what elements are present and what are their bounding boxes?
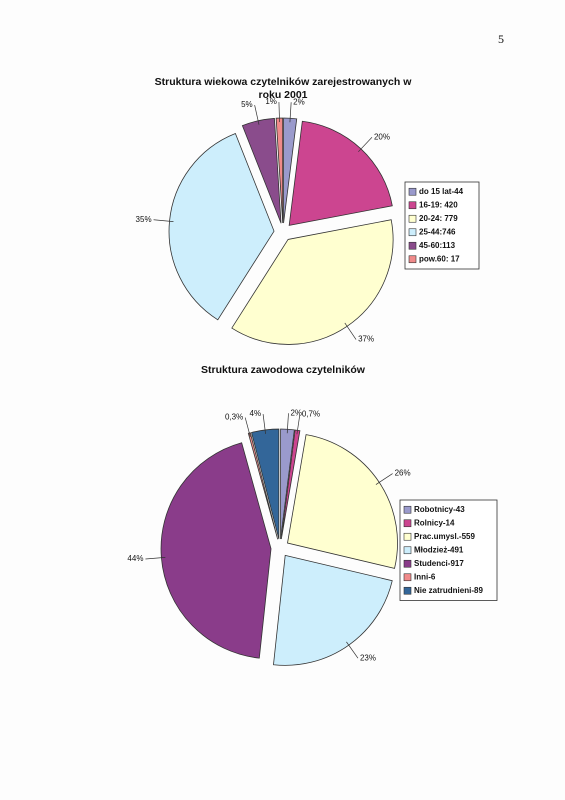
value-label: 26% xyxy=(395,469,411,478)
value-label: 20% xyxy=(374,132,390,141)
value-label: 5% xyxy=(241,100,253,109)
leader-line xyxy=(346,641,359,659)
legend-swatch xyxy=(403,519,412,528)
legend-label: Robotnicy-43 xyxy=(414,505,465,514)
leader-line xyxy=(286,413,289,434)
legend-box xyxy=(404,181,480,270)
legend-label: pow.60: 17 xyxy=(419,254,460,263)
leader-line xyxy=(244,417,251,437)
chart-title: Struktura zawodowa czytelników xyxy=(201,364,366,376)
leader-line xyxy=(344,322,357,340)
leader-line xyxy=(296,414,301,435)
legend-label: Nie zatrudnieni-89 xyxy=(414,586,483,595)
legend-swatch xyxy=(403,505,412,514)
legend-label: 20-24: 779 xyxy=(419,214,458,223)
leader-line xyxy=(153,219,174,222)
chart: Struktura wiekowa czytelników zarejestro… xyxy=(136,76,480,345)
legend-swatch xyxy=(408,201,417,210)
legend-label: Studenci-917 xyxy=(414,559,464,568)
legend: do 15 lat-44 16-19: 420 20-24: 779 25-44:74… xyxy=(404,181,480,270)
legend-swatch xyxy=(403,586,412,595)
legend-label: Inni-6 xyxy=(414,572,436,581)
value-label: 35% xyxy=(136,215,152,224)
value-label: 0,7% xyxy=(302,410,320,419)
value-label: 0,3% xyxy=(225,413,243,422)
leader-line xyxy=(254,105,260,125)
legend-label: Młodzież-491 xyxy=(414,545,464,554)
value-label: 44% xyxy=(127,554,143,563)
legend: Robotnicy-43 Rolnicy-14 Prac.umysl.-559 Mło… xyxy=(399,499,498,601)
value-label: 4% xyxy=(250,409,262,418)
value-label: 1% xyxy=(265,97,277,106)
legend-swatch xyxy=(403,532,412,541)
legend-swatch xyxy=(408,228,417,237)
legend-label: 25-44:746 xyxy=(419,227,456,236)
legend-label: do 15 lat-44 xyxy=(419,187,464,196)
leader-line xyxy=(278,102,280,123)
value-label: 2% xyxy=(290,408,302,417)
legend-swatch xyxy=(408,214,417,223)
value-label: 37% xyxy=(358,335,374,344)
legend-swatch xyxy=(408,255,417,264)
leader-line xyxy=(145,557,166,560)
legend-swatch xyxy=(403,559,412,568)
legend-swatch xyxy=(408,187,417,196)
legend-swatch xyxy=(403,546,412,555)
legend-box xyxy=(399,499,498,601)
legend-label: 16-19: 420 xyxy=(419,200,458,209)
legend-swatch xyxy=(408,241,417,250)
page-number: 5 xyxy=(498,32,504,46)
leader-line xyxy=(262,414,266,434)
chart: Struktura zawodowa czytelników 2% 0,7% 26% 2… xyxy=(127,364,498,666)
value-label: 2% xyxy=(293,97,305,106)
leader-line xyxy=(358,136,373,153)
leader-line xyxy=(375,473,393,485)
value-label: 23% xyxy=(360,653,376,662)
legend-swatch xyxy=(403,573,412,582)
legend-label: Rolnicy-14 xyxy=(414,518,455,527)
legend-label: Prac.umysl.-559 xyxy=(414,532,475,541)
chart-title: Struktura wiekowa czytelników zarejestro… xyxy=(155,76,413,101)
legend-label: 45-60:113 xyxy=(419,241,456,250)
leader-line xyxy=(289,102,292,123)
